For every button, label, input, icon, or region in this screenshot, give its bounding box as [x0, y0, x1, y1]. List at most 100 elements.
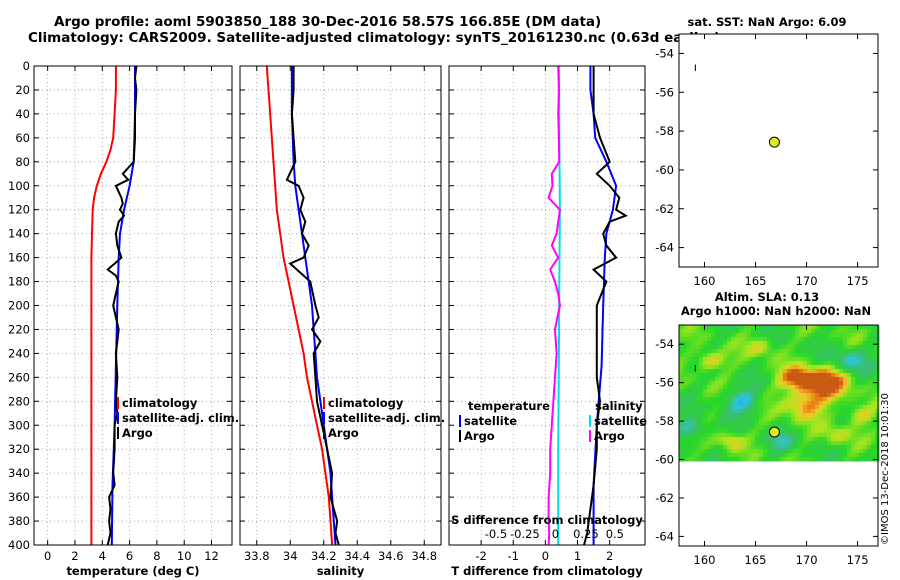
x-tick-label: 10 — [177, 549, 192, 563]
y-tick-label: 280 — [8, 394, 30, 408]
x-tick-label: -2 — [475, 549, 486, 563]
y-tick-label: 160 — [8, 251, 30, 265]
x-tick-label: 160 — [694, 553, 716, 567]
y-tick-label: -58 — [655, 414, 674, 428]
y-tick-label: -56 — [655, 85, 674, 99]
heatmap-cells — [679, 325, 880, 462]
x-tick-label: 175 — [847, 553, 869, 567]
y-tick-label: -64 — [655, 241, 674, 255]
y-tick-label: 300 — [8, 418, 30, 432]
x-tick-label: 4 — [99, 549, 106, 563]
legend-label: satellite — [594, 414, 647, 428]
x-tick-label: 34 — [283, 549, 298, 563]
legend-label: satellite — [464, 414, 517, 428]
sla-map-title-2: Argo h1000: NaN h2000: NaN — [681, 304, 871, 318]
argo-position-marker — [768, 136, 780, 148]
x-tick-label: 0 — [44, 549, 51, 563]
x-tick-label: 34.6 — [378, 549, 404, 563]
x-tick-label: 34.8 — [411, 549, 437, 563]
y-tick-label: -60 — [655, 163, 674, 177]
x-tick-label: 34.2 — [311, 549, 337, 563]
x-tick-label: 170 — [796, 274, 818, 288]
float-track-mark: ı — [694, 360, 697, 374]
series-line-climatology — [265, 65, 334, 546]
legend-label: satellite-adj. clim. — [122, 411, 239, 425]
y-tick-label: -64 — [655, 529, 674, 543]
map-area — [679, 34, 878, 267]
y-tick-label: 320 — [8, 442, 30, 456]
x-tick-label: -1 — [508, 549, 519, 563]
y-tick-label: -62 — [655, 491, 674, 505]
y-tick-label: -60 — [655, 453, 674, 467]
y-tick-label: 360 — [8, 490, 30, 504]
series-line-satellite-adj. clim. — [290, 66, 337, 546]
x-axis-label: salinity — [317, 564, 365, 578]
x-tick-label: 8 — [153, 549, 160, 563]
map-frame — [678, 324, 879, 547]
title-line-1: Argo profile: aoml 5903850_188 30-Dec-20… — [54, 14, 601, 30]
y-tick-label: -54 — [655, 337, 674, 351]
top-tick-label: 0.5 — [606, 527, 624, 541]
plot-area — [449, 66, 645, 545]
legend-label: Argo — [594, 429, 625, 443]
salinity-panel: 33.8 34 34.2 34.4 34.6 34.8 salinity climatolog… — [239, 65, 445, 578]
y-tick-label: 200 — [8, 299, 30, 313]
series-line-Argo — [106, 65, 138, 546]
credit-label: ©IMOS 13-Dec-2018 10:01:30 — [880, 393, 891, 545]
legend-label: climatology — [122, 396, 198, 410]
sla-map: ı 160 165 170 175 -54 -56 -58 -60 -62 -64 — [655, 324, 880, 567]
top-tick-label: 0.25 — [573, 527, 599, 541]
y-tick-label: -56 — [655, 376, 674, 390]
y-tick-label: -58 — [655, 124, 674, 138]
legend-label: satellite-adj. clim. — [328, 411, 445, 425]
x-tick-label: 170 — [796, 553, 818, 567]
x-tick-label: 6 — [126, 549, 133, 563]
top-axis-label: S difference from climatology — [451, 513, 643, 527]
title-line-2: Climatology: CARS2009. Satellite-adjuste… — [28, 30, 720, 46]
x-axis-label: T difference from climatology — [451, 564, 643, 578]
x-tick-label: 12 — [204, 549, 219, 563]
float-track-mark: ı — [694, 60, 697, 74]
y-tick-label: 400 — [8, 538, 30, 552]
y-tick-label: 0 — [23, 59, 30, 73]
legend-label: temperature — [468, 399, 550, 413]
legend-label: salinity — [595, 399, 643, 413]
sst-map-title: sat. SST: NaN Argo: 6.09 — [687, 15, 846, 29]
top-tick-label: -0.25 — [510, 527, 540, 541]
y-tick-label: 260 — [8, 370, 30, 384]
y-tick-label: 380 — [8, 514, 30, 528]
series-line-climatology — [90, 66, 117, 545]
y-tick-label: 120 — [8, 203, 30, 217]
difference-panel: -2 -1 0 1 2T difference from climatology temp… — [448, 65, 647, 578]
y-tick-label: 80 — [15, 155, 30, 169]
temperature-panel: 0 2 4 6 8 10 120204060801001201401601802002202… — [8, 59, 239, 578]
y-tick-label: 60 — [15, 131, 30, 145]
x-tick-label: 33.8 — [244, 549, 270, 563]
legend-label: climatology — [328, 396, 404, 410]
x-tick-label: 165 — [745, 274, 767, 288]
x-axis-label: temperature (deg C) — [66, 564, 199, 578]
y-tick-label: 140 — [8, 227, 30, 241]
x-tick-label: 175 — [847, 274, 869, 288]
legend-label: Argo — [464, 429, 495, 443]
x-tick-label: 2 — [71, 549, 78, 563]
argo-position-marker — [768, 426, 780, 438]
series-line-temperature-Argo — [583, 66, 628, 546]
x-tick-label: 1 — [574, 549, 581, 563]
y-tick-label: 340 — [8, 466, 30, 480]
map-frame — [678, 33, 879, 268]
top-tick-label: 0 — [552, 527, 559, 541]
sst-map: ı 160 165 170 175 -54 -56 -58 -60 -62 -64 — [655, 33, 879, 288]
x-tick-label: 34.4 — [344, 549, 370, 563]
x-tick-label: 160 — [694, 274, 716, 288]
x-tick-label: 2 — [606, 549, 613, 563]
series-line-salinity-Argo — [547, 65, 561, 546]
y-tick-label: 20 — [15, 83, 30, 97]
y-tick-label: -54 — [655, 46, 674, 60]
y-tick-label: 180 — [8, 275, 30, 289]
top-tick-label: -0.5 — [485, 527, 507, 541]
y-tick-label: 220 — [8, 322, 30, 336]
sla-map-title-1: Altim. SLA: 0.13 — [715, 290, 819, 304]
legend-label: Argo — [328, 426, 359, 440]
